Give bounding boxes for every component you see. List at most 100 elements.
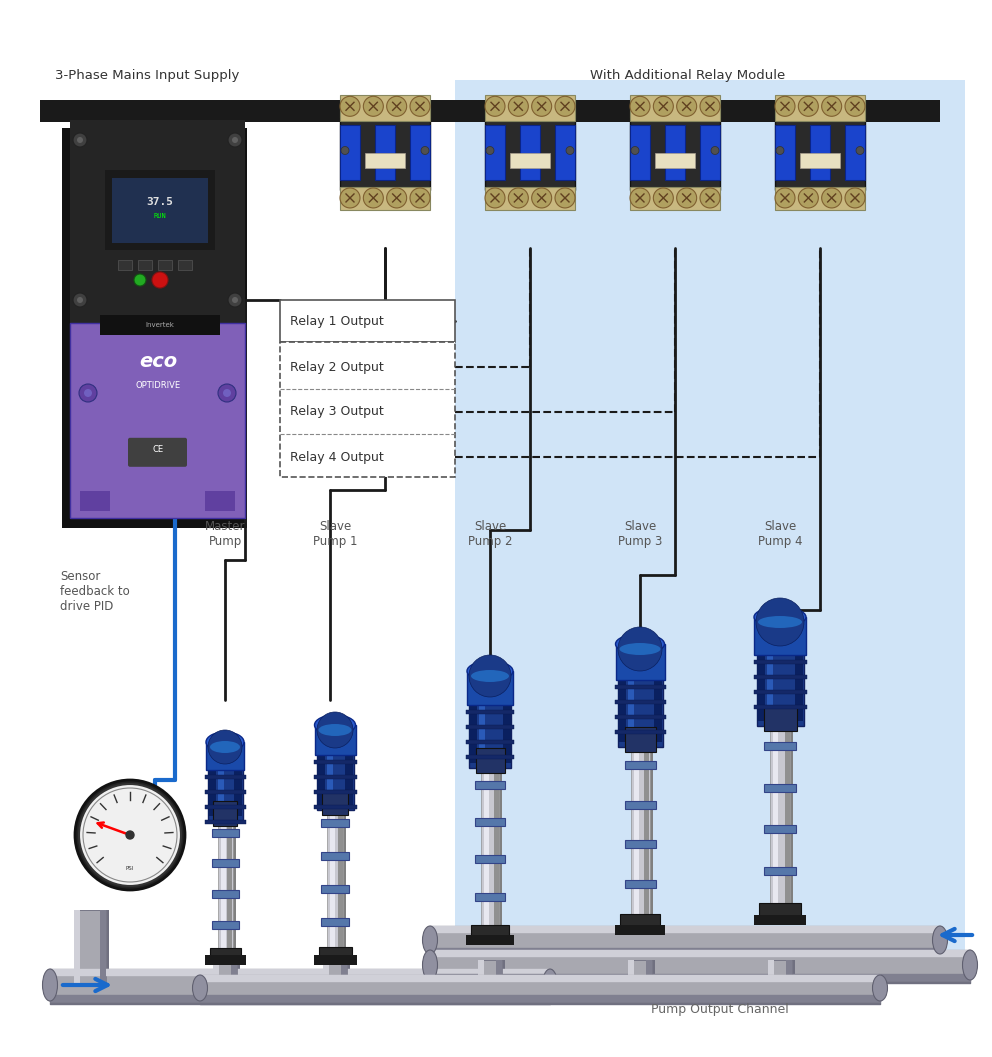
Bar — [205, 790, 246, 794]
Ellipse shape — [932, 926, 947, 954]
Bar — [340, 94, 430, 120]
Circle shape — [677, 188, 696, 208]
Bar — [845, 125, 865, 180]
Bar — [786, 960, 792, 990]
Bar — [476, 748, 505, 773]
Ellipse shape — [206, 733, 244, 752]
Circle shape — [77, 297, 83, 303]
Text: Relay 3 Output: Relay 3 Output — [290, 406, 384, 419]
Bar — [280, 342, 455, 477]
Circle shape — [485, 96, 505, 116]
Text: Slave
Pump 2: Slave Pump 2 — [468, 520, 512, 548]
Circle shape — [341, 147, 349, 154]
Circle shape — [410, 188, 430, 208]
Bar — [74, 910, 106, 985]
Bar — [757, 650, 804, 726]
Circle shape — [363, 96, 383, 116]
Circle shape — [387, 96, 407, 116]
Circle shape — [700, 188, 720, 208]
Bar — [555, 125, 575, 180]
Text: With Additional Relay Module: With Additional Relay Module — [590, 69, 786, 81]
Bar — [280, 342, 455, 477]
Bar — [754, 915, 806, 925]
Bar — [628, 960, 652, 990]
Circle shape — [618, 627, 662, 671]
Bar — [221, 809, 236, 963]
Bar — [800, 153, 840, 168]
Circle shape — [486, 147, 494, 154]
Bar — [764, 742, 796, 750]
Circle shape — [73, 293, 87, 307]
Bar — [475, 781, 505, 789]
Bar — [775, 187, 865, 210]
Bar — [795, 655, 803, 721]
Text: RUN: RUN — [154, 214, 167, 219]
Bar — [77, 910, 109, 985]
Circle shape — [799, 96, 818, 116]
Bar — [615, 715, 666, 719]
Circle shape — [555, 96, 575, 116]
Circle shape — [340, 96, 360, 116]
Circle shape — [776, 147, 784, 154]
Circle shape — [555, 188, 575, 208]
Bar — [205, 805, 246, 809]
Bar — [475, 855, 505, 863]
Bar — [213, 960, 219, 990]
Bar — [631, 733, 650, 930]
Circle shape — [845, 96, 865, 116]
Bar — [630, 187, 720, 210]
Bar — [469, 700, 511, 768]
Circle shape — [73, 133, 87, 147]
Circle shape — [75, 780, 185, 890]
Bar — [70, 120, 245, 334]
Bar — [479, 705, 485, 763]
Bar — [455, 80, 965, 980]
Circle shape — [630, 188, 650, 208]
Bar — [467, 671, 513, 705]
Bar — [317, 750, 354, 810]
Bar — [484, 756, 502, 943]
Circle shape — [654, 96, 674, 116]
Bar — [615, 700, 666, 704]
Bar — [764, 826, 796, 833]
Ellipse shape — [423, 950, 437, 980]
Bar — [665, 125, 685, 180]
Circle shape — [485, 188, 505, 208]
Bar — [100, 910, 106, 985]
Bar — [341, 960, 347, 990]
Circle shape — [79, 784, 181, 886]
Bar — [520, 125, 540, 180]
Circle shape — [508, 188, 529, 208]
Bar — [206, 742, 244, 769]
Ellipse shape — [543, 969, 558, 1001]
Circle shape — [469, 655, 511, 697]
Ellipse shape — [471, 670, 509, 682]
Bar — [469, 705, 477, 763]
Bar — [764, 784, 796, 792]
Bar — [471, 925, 509, 940]
Bar — [234, 769, 242, 816]
Bar — [785, 711, 790, 920]
Bar — [466, 935, 514, 945]
Bar — [365, 153, 405, 168]
Bar — [212, 890, 239, 898]
Bar — [625, 840, 656, 848]
Bar — [768, 960, 774, 990]
Bar — [213, 960, 237, 990]
Circle shape — [677, 96, 696, 116]
Ellipse shape — [43, 969, 58, 1001]
Bar — [205, 820, 246, 824]
Ellipse shape — [758, 616, 802, 628]
Bar — [327, 795, 343, 960]
Bar — [754, 617, 806, 655]
Bar — [770, 711, 790, 920]
Bar — [208, 765, 243, 821]
Bar — [314, 956, 357, 965]
Bar — [158, 260, 172, 270]
Bar — [205, 775, 246, 779]
Bar — [618, 680, 626, 742]
Bar — [410, 125, 430, 180]
Circle shape — [631, 147, 639, 154]
Circle shape — [532, 96, 552, 116]
Bar — [340, 118, 430, 189]
